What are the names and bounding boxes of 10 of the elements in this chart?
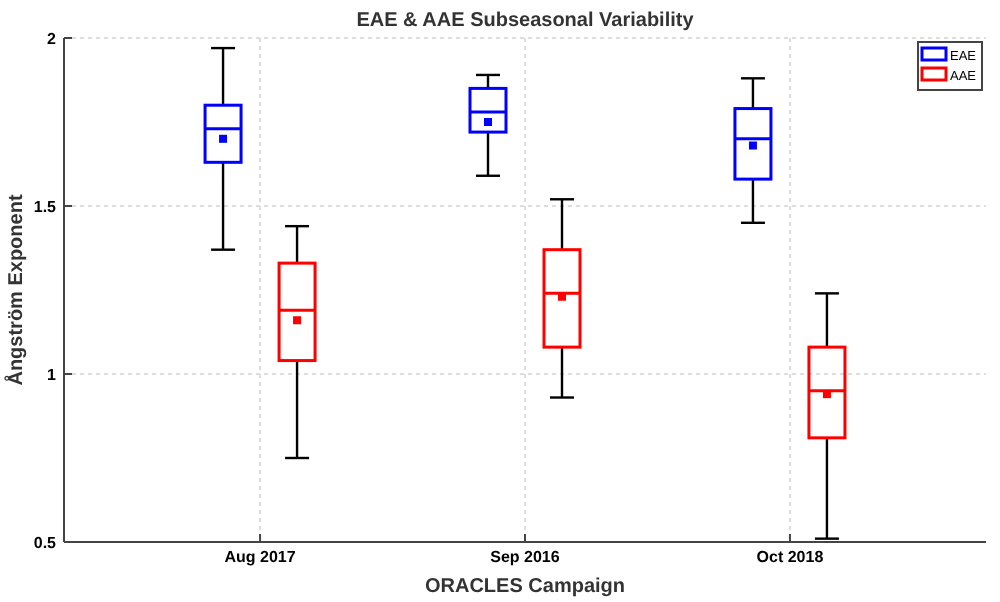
x-tick-label: Oct 2018 (756, 548, 825, 566)
x-axis-title: ORACLES Campaign (424, 576, 626, 598)
y-tick-label: 0.5 (33, 534, 58, 552)
y-tick-label: 1 (47, 366, 58, 384)
y-tick-label: 1.5 (33, 198, 58, 216)
x-tick-label: Sep 2016 (490, 548, 561, 566)
chart-title: EAE & AAE Subseasonal Variability (356, 10, 695, 32)
y-tick-label: 2 (47, 30, 58, 48)
x-tick-label: Aug 2017 (224, 548, 297, 566)
y-axis-title: Ångström Exponent (4, 193, 28, 386)
